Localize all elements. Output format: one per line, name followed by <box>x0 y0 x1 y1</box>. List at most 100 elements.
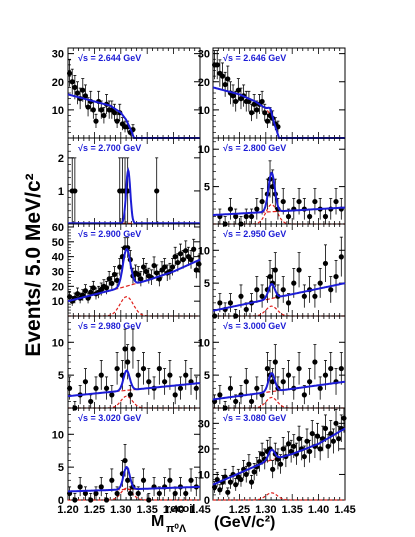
data-point <box>135 372 141 378</box>
data-point <box>238 476 244 483</box>
data-point <box>341 415 347 421</box>
data-point <box>88 289 94 295</box>
x-tick-label: 1.40 <box>308 504 329 516</box>
y-tick-label: 20 <box>52 77 64 89</box>
x-tick-label: 1.30 <box>110 504 131 516</box>
data-point <box>309 430 315 437</box>
y-tick-label: 2 <box>58 153 64 165</box>
data-point <box>72 84 78 90</box>
data-point <box>88 398 94 405</box>
data-point <box>254 287 260 293</box>
data-point <box>72 188 78 194</box>
data-point <box>230 93 236 99</box>
data-point <box>162 264 168 270</box>
data-point <box>193 385 199 391</box>
data-point <box>101 112 107 119</box>
data-point <box>69 79 75 85</box>
y-tick-label: 10 <box>198 245 210 257</box>
y-tick-label: 5 <box>204 370 210 382</box>
energy-label: √s = 2.644 GeV <box>78 53 141 63</box>
data-point <box>291 443 297 449</box>
data-point <box>103 385 110 391</box>
data-point <box>285 372 292 378</box>
data-point <box>217 392 223 398</box>
total-fit-curve <box>212 427 346 486</box>
data-point <box>291 280 297 286</box>
data-point <box>93 118 99 124</box>
data-point <box>267 273 273 280</box>
data-point <box>336 436 342 442</box>
data-point <box>322 425 329 432</box>
data-point <box>272 359 278 365</box>
data-point <box>146 497 152 503</box>
y-tick-label: 20 <box>198 77 210 89</box>
y-tick-label: 10 <box>198 105 210 117</box>
data-point <box>312 293 318 299</box>
data-point <box>214 62 220 68</box>
data-point <box>317 385 323 391</box>
y-tick-label: 10 <box>52 296 64 308</box>
energy-label: √s = 3.080 GeV <box>223 413 286 423</box>
data-point <box>151 262 157 269</box>
data-point <box>243 306 249 313</box>
data-point <box>222 81 228 88</box>
panel-7: 5 10 √s = 2.980 GeV <box>52 315 201 411</box>
data-point <box>82 379 89 385</box>
data-point <box>156 490 162 497</box>
data-point <box>328 287 334 293</box>
data-point <box>322 260 329 267</box>
y-tick-label: 10 <box>198 144 210 156</box>
data-point <box>183 248 189 254</box>
data-point <box>251 101 257 107</box>
panel-8: 5 10 √s = 3.000 GeV <box>198 315 346 411</box>
data-point <box>143 268 149 275</box>
y-tick-label: 5 <box>204 278 210 290</box>
data-point <box>117 264 123 270</box>
energy-label: √s = 3.000 GeV <box>223 321 286 331</box>
x-axis-unit: (GeV/c²) <box>214 514 275 531</box>
data-point <box>193 267 199 273</box>
y-tick-label: 10 <box>198 469 210 481</box>
data-point <box>333 273 339 280</box>
data-point <box>66 385 73 391</box>
data-point <box>122 457 128 464</box>
data-point <box>162 379 168 385</box>
data-point <box>251 469 257 475</box>
data-point <box>167 477 173 483</box>
data-point <box>93 490 99 497</box>
data-point <box>88 497 94 503</box>
data-point <box>312 198 318 205</box>
data-point <box>317 280 323 286</box>
data-point <box>122 346 128 352</box>
y-tick-label: 1 <box>58 186 64 198</box>
y-tick-label: 0 <box>58 495 64 507</box>
x-tick-label: 1.45 <box>189 504 210 516</box>
energy-label: √s = 2.900 GeV <box>78 229 141 239</box>
signal-curve <box>213 396 345 409</box>
data-point <box>304 438 310 444</box>
data-point <box>307 213 313 220</box>
energy-label: √s = 2.700 GeV <box>78 143 141 153</box>
data-point <box>254 107 260 113</box>
data-point <box>98 107 104 113</box>
data-point <box>127 392 133 398</box>
data-point <box>248 479 255 485</box>
data-point <box>248 110 255 116</box>
data-point <box>140 264 147 270</box>
x-axis-label-superscript: recoil <box>166 503 195 515</box>
data-point <box>111 271 118 278</box>
data-point <box>280 198 286 205</box>
data-point <box>114 365 120 372</box>
data-point <box>338 365 344 372</box>
y-tick-label: 10 <box>52 429 64 441</box>
y-tick-label: 10 <box>52 105 64 117</box>
data-point <box>259 198 265 205</box>
data-point <box>98 372 104 378</box>
data-point <box>246 461 252 467</box>
y-tick-label: 30 <box>52 49 64 61</box>
data-point <box>175 259 181 266</box>
data-point <box>146 379 152 385</box>
data-point <box>125 359 131 365</box>
